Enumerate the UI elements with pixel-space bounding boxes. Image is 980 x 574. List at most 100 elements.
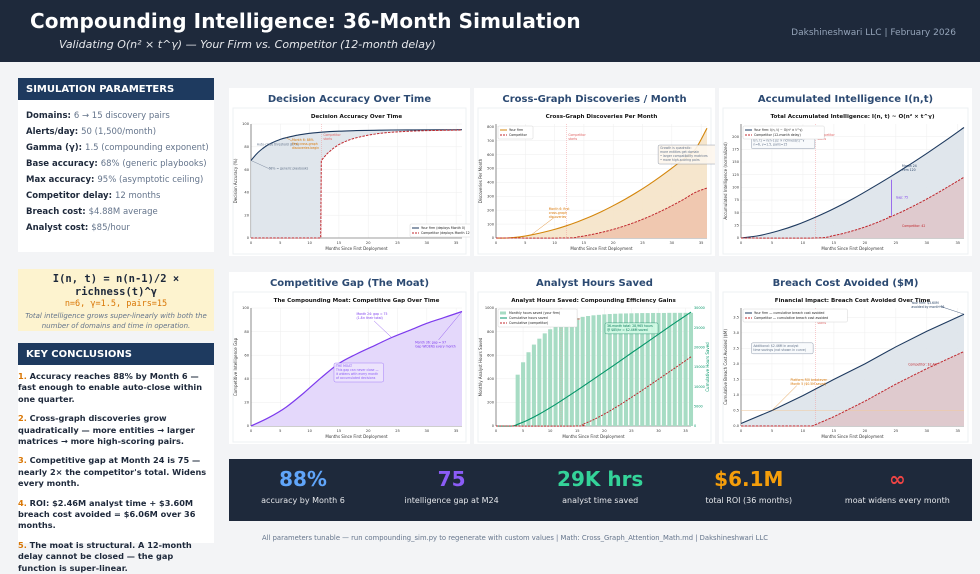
card-title: Breach Cost Avoided ($M) (772, 278, 919, 289)
x-tick-label: 10 (801, 241, 806, 245)
legend-label: Competitor (509, 133, 528, 137)
conclusion-text: Competitive gap at Month 24 is 75 — near… (18, 455, 207, 489)
conclusion-number: 2. (18, 413, 30, 424)
conclusion-number: 5. (18, 539, 30, 550)
card-title: Competitive Gap (The Moat) (269, 278, 430, 289)
annotation-text: time savings (not shown in curve) (753, 348, 806, 352)
competitor-start-label: starts (568, 137, 577, 141)
chart-card-intelligence: Accumulated Intelligence I(n,t) Total Ac… (719, 88, 972, 256)
y-tick-label: 200 (732, 135, 740, 139)
y-tick-label: 200 (487, 208, 495, 212)
stat-label: moat widens every month (844, 496, 950, 505)
y-tick-label: 0 (247, 424, 250, 428)
annotation-text: of accumulated decisions (336, 376, 376, 380)
card-title: Accumulated Intelligence I(n,t) (757, 94, 934, 105)
y2-tick-label: 15000 (694, 365, 705, 369)
annotation-text: Month 24: gap = 75 (357, 312, 388, 316)
y2-tick-label: 5000 (694, 405, 703, 409)
annotation-text: Competitor: 42 (902, 224, 925, 228)
card-title: Decision Accuracy Over Time (267, 94, 432, 105)
x-tick-label: 10 (552, 241, 557, 245)
annotation-text: (1.8× their total) (357, 316, 383, 320)
y-axis-label: Decision Accuracy (%) (233, 158, 238, 203)
y2-tick-label: 20000 (694, 346, 705, 350)
bar-monthly-hours (537, 338, 542, 426)
conclusion-item: 4. ROI: $2.46M analyst time + $3.60M bre… (18, 498, 214, 532)
x-axis-label: Months Since First Deployment (821, 246, 884, 251)
conclusions-heading: KEY CONCLUSIONS (18, 343, 214, 365)
conclusion-text: ROI: $2.46M analyst time + $3.60M breach… (18, 497, 196, 531)
x-tick-label: 35 (699, 241, 704, 245)
annotation-text: • more high-scoring pairs (660, 158, 700, 162)
y-tick-label: 100 (242, 122, 250, 126)
y-tick-label: 0.5 (733, 409, 739, 413)
y-tick-label: 20 (244, 401, 249, 405)
company-date: Dakshineshwari LLC | February 2026 (791, 28, 956, 38)
y-tick-label: 0 (737, 236, 740, 240)
y-tick-label: 150 (732, 160, 740, 164)
x-tick-label: 15 (582, 241, 587, 245)
formula-line1: I(n, t) = n(n-1)/2 × (52, 273, 180, 285)
bar-monthly-hours (607, 314, 612, 426)
x-tick-label: 20 (602, 429, 607, 433)
annotation-text: Month 36: gap = 97 (415, 340, 446, 344)
conclusion-item: 1. Accuracy reaches 88% by Month 6 — fas… (18, 371, 214, 405)
x-tick-label: 35 (454, 429, 459, 433)
annotation-arrow (531, 216, 555, 236)
annotation-text: Month 5 ($0.5M saved) (791, 382, 827, 386)
area-competitor (741, 177, 964, 239)
chart-title: Decision Accuracy Over Time (311, 114, 403, 120)
param-value: 68% (generic playbooks) (100, 159, 207, 169)
annotation-arrow (286, 137, 293, 142)
y-tick-label: 0 (492, 424, 495, 428)
bar-monthly-hours (553, 325, 558, 426)
y-tick-label: 700 (487, 139, 495, 143)
bar-monthly-hours (569, 319, 574, 426)
x-tick-label: 15 (337, 429, 342, 433)
bar-monthly-hours (591, 315, 596, 426)
param-value: 95% (asymptotic ceiling) (97, 175, 204, 185)
bar-monthly-hours (645, 313, 650, 426)
x-tick-label: 25 (629, 429, 634, 433)
series-line-firm (740, 127, 965, 239)
y-tick-label: 1000 (485, 306, 495, 310)
y2-tick-label: 0 (694, 424, 696, 428)
x-axis-label: Months Since First Deployment (325, 434, 388, 439)
param-row: Alerts/day: 50 (1,500/month) (26, 124, 206, 140)
param-row: Domains: 6 → 15 discovery pairs (26, 108, 206, 124)
x-tick-label: 25 (395, 429, 400, 433)
legend-box (497, 125, 534, 140)
annotation-box (657, 144, 715, 165)
annotation-arrow (939, 305, 965, 315)
param-row: Gamma (γ): 1.5 (compounding exponent) (26, 140, 209, 156)
param-label: Breach cost: (26, 207, 89, 217)
x-axis-label: Months Since First Deployment (562, 434, 625, 439)
y2-tick-label: 30000 (694, 306, 705, 310)
x-tick-label: 0 (740, 241, 743, 245)
param-row: Competitor delay: 12 months (26, 188, 206, 204)
y-tick-label: 20 (244, 213, 249, 217)
x-tick-label: 30 (670, 241, 675, 245)
y-tick-label: 400 (487, 181, 495, 185)
chart-discoveries: Cross-Graph Discoveries Per Month 0 5 10 15 2… (477, 107, 715, 255)
param-value: $4.88M average (88, 207, 158, 217)
legend-label: Cumulative (competitor) (509, 321, 548, 325)
x-tick-label: 35 (454, 241, 459, 245)
y-tick-label: 200 (487, 401, 495, 405)
card-title: Analyst Hours Saved (536, 278, 653, 289)
competitor-start-label: Competitor (323, 133, 341, 137)
annotation-text: Month 24 (902, 164, 917, 168)
y-axis-label: Accumulated Intelligence (normalized) (723, 142, 728, 220)
stat-value: 75 (437, 467, 466, 491)
params-heading: SIMULATION PARAMETERS (18, 78, 214, 100)
stat-value: 88% (279, 467, 327, 491)
y-axis-label: Monthly Analyst Hours Saved (478, 337, 483, 396)
chart-title: Financial Impact: Breach Cost Avoided Ov… (775, 298, 931, 304)
x-tick-label: 0 (495, 429, 498, 433)
chart-title: Cross-Graph Discoveries Per Month (546, 114, 658, 120)
x-tick-label: 35 (956, 241, 961, 245)
y-tick-label: 2.0 (733, 362, 739, 366)
param-label: Alerts/day: (26, 127, 82, 137)
y2-tick-label: 10000 (694, 385, 705, 389)
annotation-text: 68% = generic playbooks (269, 167, 309, 171)
